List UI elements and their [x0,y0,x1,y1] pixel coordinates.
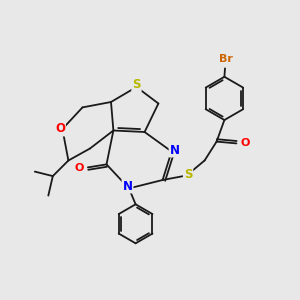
Text: O: O [75,163,84,173]
Text: O: O [55,122,65,136]
Text: S: S [184,168,192,182]
Text: N: N [169,143,180,157]
Text: Br: Br [219,54,233,64]
Text: O: O [240,138,250,148]
Text: N: N [122,179,133,193]
Text: S: S [132,78,141,91]
